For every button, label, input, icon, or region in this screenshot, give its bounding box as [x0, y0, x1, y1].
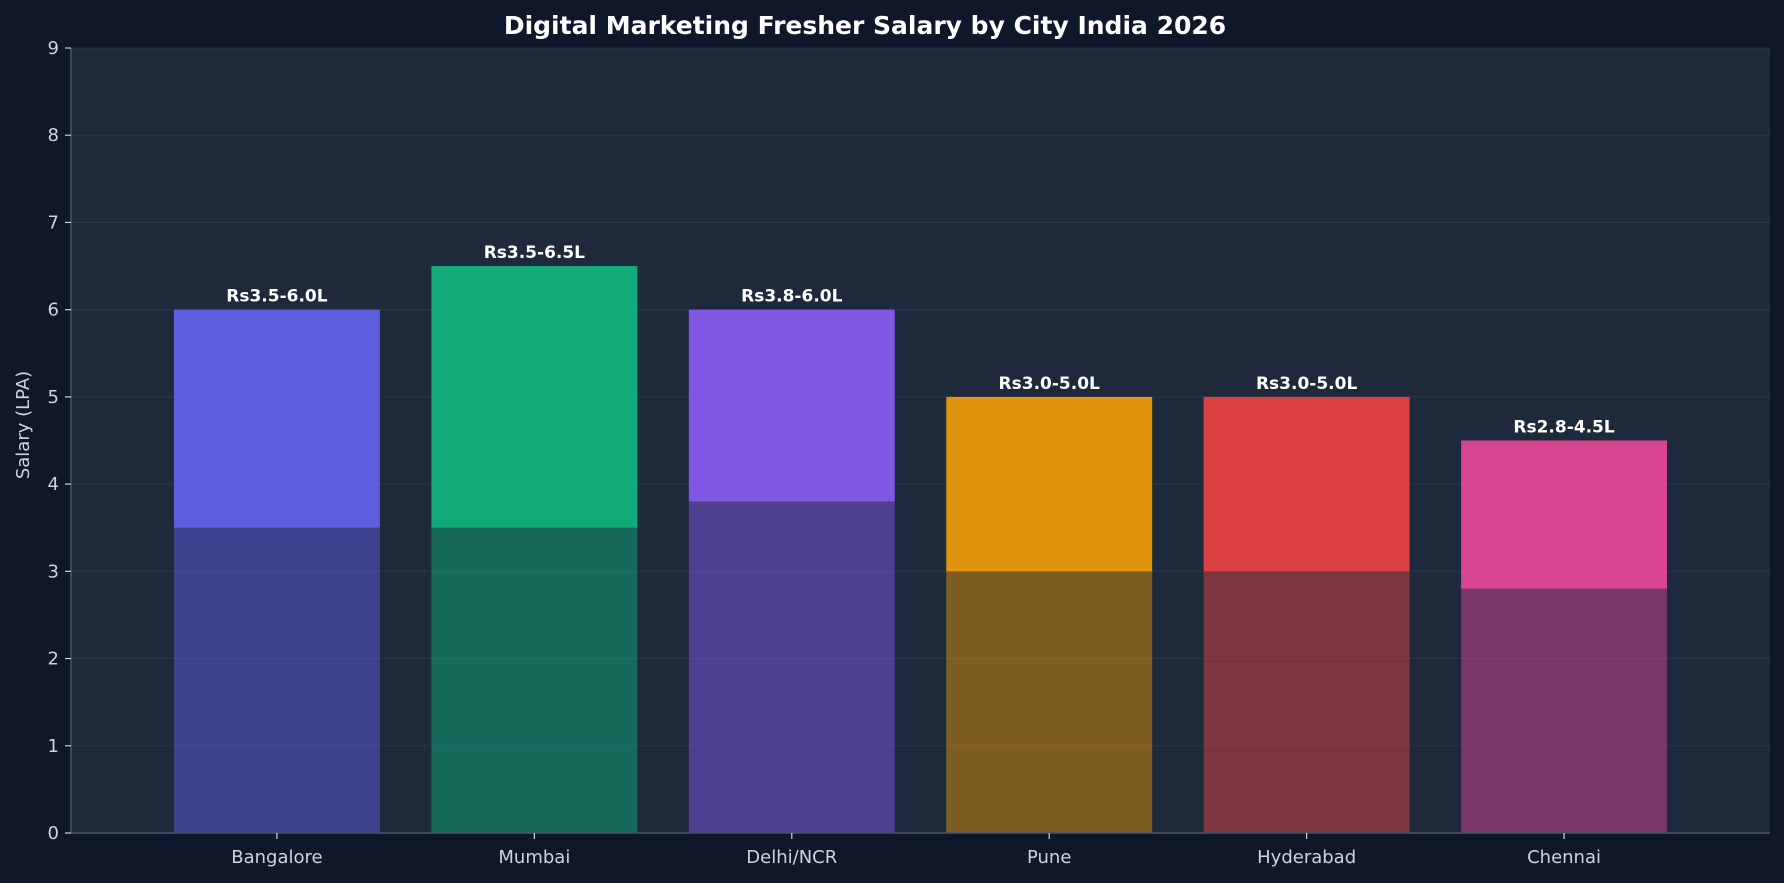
y-tick-label: 8: [48, 125, 59, 146]
bar-data-label: Rs3.8-6.0L: [741, 287, 842, 307]
x-tick-label: Chennai: [1527, 847, 1601, 868]
y-axis-ticks: 0 1 2 3 4 5 6 7 8 9: [48, 38, 71, 844]
x-axis-ticks: Bangalore Mumbai Delhi/NCR Pune Hyderabad Che…: [231, 833, 1601, 868]
x-tick-label: Pune: [1027, 847, 1071, 868]
y-tick-label: 0: [48, 823, 59, 844]
bar-data-label: Rs2.8-4.5L: [1513, 418, 1614, 438]
axes: [70, 48, 1770, 834]
x-tick-label: Mumbai: [498, 847, 570, 868]
bar-data-label: Rs3.0-5.0L: [999, 374, 1100, 394]
bar-data-labels: Rs3.5-6.0L Rs3.5-6.5L Rs3.8-6.0L Rs3.0-5.0L…: [226, 243, 1615, 437]
bar-min-hyderabad: [1203, 571, 1410, 833]
bar-range-delhi-ncr: [688, 309, 895, 502]
bar-min-delhi-ncr: [688, 501, 895, 833]
x-tick-label: Hyderabad: [1257, 847, 1356, 868]
bar-min-mumbai: [431, 527, 638, 833]
y-tick-label: 5: [48, 387, 59, 408]
y-tick-label: 1: [48, 736, 59, 757]
bar-data-label: Rs3.5-6.5L: [484, 243, 585, 263]
x-tick-label: Bangalore: [231, 847, 322, 868]
bar-min-chennai: [1461, 588, 1668, 833]
bar-range-mumbai: [431, 266, 638, 528]
bar-data-label: Rs3.5-6.0L: [226, 287, 327, 307]
y-tick-label: 2: [48, 649, 59, 670]
y-tick-label: 3: [48, 561, 59, 582]
chart-title: Digital Marketing Fresher Salary by City…: [504, 11, 1226, 40]
y-tick-label: 7: [48, 212, 59, 233]
bar-min-pune: [946, 571, 1153, 833]
bar-max-segments: [173, 266, 1668, 589]
bar-range-pune: [946, 396, 1153, 572]
y-axis-label: Salary (LPA): [13, 371, 34, 479]
bar-data-label: Rs3.0-5.0L: [1256, 374, 1357, 394]
y-tick-label: 4: [48, 474, 59, 495]
y-tick-label: 9: [48, 38, 59, 59]
bar-min-bangalore: [173, 527, 380, 833]
x-tick-label: Delhi/NCR: [746, 847, 837, 868]
bar-range-chennai: [1461, 440, 1668, 589]
bar-min-segments: [173, 501, 1668, 833]
y-tick-label: 6: [48, 300, 59, 321]
bar-range-bangalore: [173, 309, 380, 528]
bar-range-hyderabad: [1203, 396, 1410, 572]
